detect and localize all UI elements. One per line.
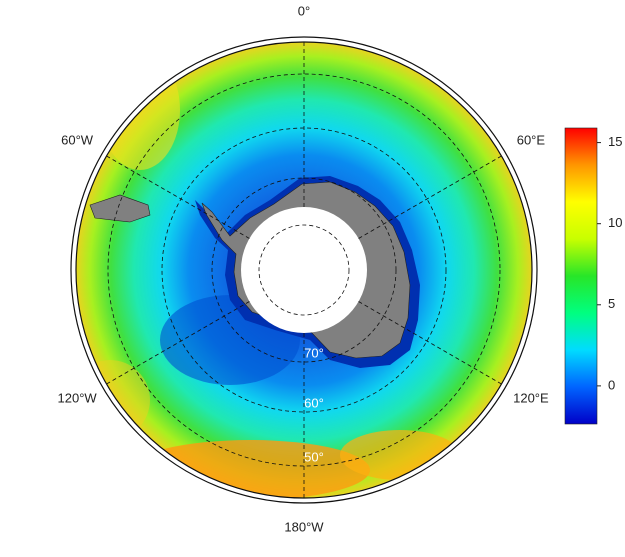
parallel: [107, 73, 501, 467]
latitude-label: 70°: [304, 345, 324, 360]
graticule: [106, 42, 502, 498]
latitude-label: 60°: [304, 395, 324, 410]
longitude-label: 120°W: [58, 390, 98, 405]
longitude-label: 180°W: [284, 519, 324, 534]
map-frame: [70, 36, 538, 504]
colorbar-tick-label: 5: [608, 296, 615, 311]
parallel: [258, 224, 350, 316]
longitude-label: 0°: [298, 3, 310, 18]
parallel: [211, 177, 397, 363]
map-border: [75, 41, 533, 499]
longitude-label: 120°E: [513, 390, 549, 405]
parallel: [161, 127, 447, 413]
longitude-label: 60°W: [61, 132, 94, 147]
colorbar-tick-label: 15: [608, 134, 622, 149]
colorbar: [564, 127, 598, 425]
colorbar-tick-label: 0: [608, 377, 615, 392]
colorbar-tick-label: 10: [608, 215, 622, 230]
longitude-label: 60°E: [517, 132, 546, 147]
latitude-label: 50°: [304, 449, 324, 464]
polar-hole: [241, 207, 367, 333]
south-america-tip: [89, 194, 151, 223]
